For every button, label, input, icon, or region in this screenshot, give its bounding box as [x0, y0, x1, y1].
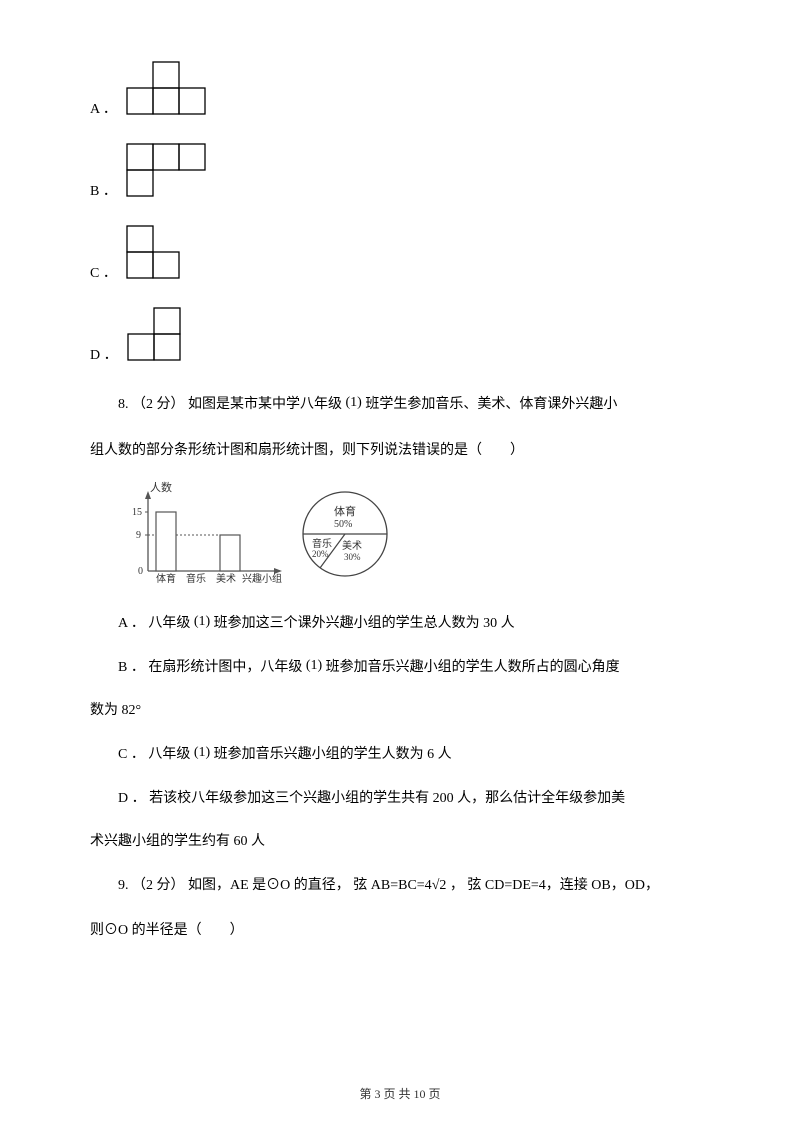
shape-d	[126, 306, 184, 364]
bar-chart: 人数 15 9 0 体育 音乐 美术 兴趣小组	[120, 479, 290, 589]
q8-line1a: 8. （2 分） 如图是某市某中学八年级	[118, 397, 346, 412]
shape-b	[125, 142, 209, 200]
bar-xlabel: 兴趣小组	[242, 572, 282, 585]
bar-tick-15: 15	[132, 507, 142, 518]
q8-opt-b: B ． 在扇形统计图中，八年级 (1) 班参加音乐兴趣小组的学生人数所占的圆心角…	[90, 651, 710, 685]
q8-charts: 人数 15 9 0 体育 音乐 美术 兴趣小组 体育 50% 音乐 20% 美术…	[120, 479, 710, 589]
pie-chart: 体育 50% 音乐 20% 美术 30%	[290, 479, 400, 589]
option-label-a: A ．	[90, 98, 117, 118]
q7-option-c: C ．	[90, 224, 710, 282]
sqrt-icon: √2	[432, 878, 447, 893]
pie-l3: 美术	[342, 539, 362, 552]
bar-x2: 音乐	[186, 572, 206, 585]
q7-option-b: B ．	[90, 142, 710, 200]
q8-paren1: (1)	[346, 395, 362, 410]
q7-option-d: D ．	[90, 306, 710, 364]
bar-ylabel: 人数	[150, 481, 172, 494]
pie-l1: 体育	[334, 504, 356, 518]
q9-text: 9. （2 分） 如图，AE 是⊙O 的直径， 弦 AB=BC=4√2 ， 弦 …	[90, 869, 710, 903]
option-label-d: D ．	[90, 344, 118, 364]
q7-option-a: A ．	[90, 60, 710, 118]
q8-text2: 组人数的部分条形统计图和扇形统计图，则下列说法错误的是（ ）	[90, 434, 710, 468]
shape-a	[125, 60, 209, 118]
pie-p3: 30%	[344, 552, 361, 562]
q8-line1b: 班学生参加音乐、美术、体育课外兴趣小	[362, 397, 618, 412]
pie-p2: 20%	[312, 549, 329, 559]
bar-tick-9: 9	[136, 530, 141, 541]
q9-text2: 则⊙O 的半径是（ ）	[90, 914, 710, 948]
option-label-b: B ．	[90, 180, 117, 200]
bar-tick-0: 0	[138, 566, 143, 577]
q8-opt-b2: 数为 82°	[90, 694, 710, 728]
pie-p1: 50%	[334, 519, 352, 530]
bar-x3: 美术	[216, 572, 236, 585]
q8-opt-c: C ． 八年级 (1) 班参加音乐兴趣小组的学生人数为 6 人	[90, 738, 710, 772]
q8-opt-a: A ． 八年级 (1) 班参加这三个课外兴趣小组的学生总人数为 30 人	[90, 607, 710, 641]
option-label-c: C ．	[90, 262, 117, 282]
shape-c	[125, 224, 183, 282]
q8-opt-d2: 术兴趣小组的学生约有 60 人	[90, 825, 710, 859]
q8-opt-d: D ． 若该校八年级参加这三个兴趣小组的学生共有 200 人，那么估计全年级参加…	[90, 782, 710, 816]
q8-text: 8. （2 分） 如图是某市某中学八年级 (1) 班学生参加音乐、美术、体育课外…	[90, 388, 710, 422]
page-footer: 第 3 页 共 10 页	[90, 1085, 710, 1102]
bar-x1: 体育	[156, 572, 176, 585]
